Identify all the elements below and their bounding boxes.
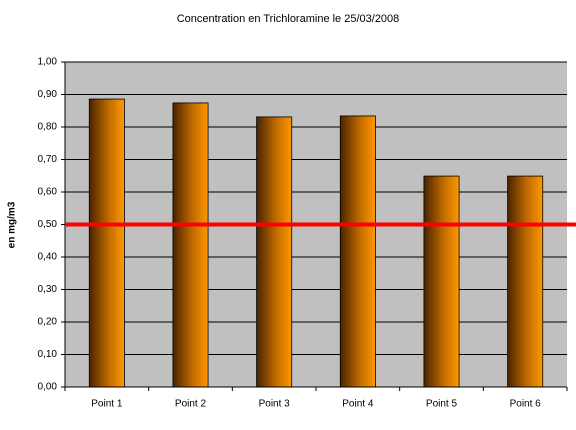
bar — [172, 102, 209, 388]
bar — [339, 115, 376, 388]
bar — [423, 175, 460, 388]
y-tick-label: 0,80 — [38, 122, 58, 133]
y-tick-label: 0,40 — [38, 252, 58, 263]
bar — [88, 98, 125, 388]
y-tick-label: 0,00 — [38, 382, 58, 393]
y-tick-label: 0,70 — [38, 154, 58, 165]
x-tick-label: Point 1 — [91, 399, 123, 410]
x-tick-label: Point 5 — [426, 399, 458, 410]
y-tick-label: 0,90 — [38, 89, 58, 100]
y-tick-label: 0,50 — [38, 219, 58, 230]
y-tick-label: 0,20 — [38, 317, 58, 328]
y-tick-label: 0,30 — [38, 284, 58, 295]
y-axis-label: en mg/m3 — [7, 201, 18, 248]
chart-title: Concentration en Trichloramine le 25/03/… — [177, 13, 400, 25]
bar — [256, 116, 293, 388]
y-tick-label: 0,10 — [38, 349, 58, 360]
x-tick-label: Point 4 — [342, 399, 374, 410]
bar — [507, 175, 544, 388]
x-tick-label: Point 2 — [175, 399, 207, 410]
x-tick-label: Point 6 — [510, 399, 542, 410]
y-tick-label: 1,00 — [38, 57, 58, 68]
y-tick-label: 0,60 — [38, 187, 58, 198]
x-tick-label: Point 3 — [259, 399, 291, 410]
